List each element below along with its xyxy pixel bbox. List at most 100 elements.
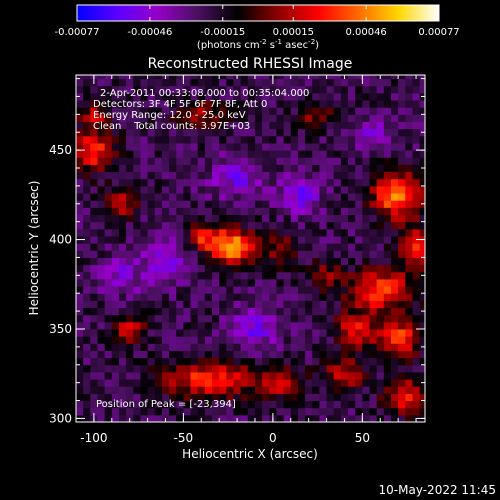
heatmap-cell: [161, 379, 170, 387]
heatmap-cell: [147, 135, 156, 144]
heatmap-cell: [183, 371, 192, 380]
heatmap-cell: [226, 300, 234, 309]
heatmap-cell: [76, 300, 84, 309]
heatmap-cell: [204, 214, 213, 223]
heatmap-cell: [126, 85, 134, 94]
heatmap-cell: [104, 200, 113, 208]
heatmap-cell: [405, 235, 413, 244]
heatmap-cell: [97, 178, 106, 187]
heatmap-cell: [90, 271, 98, 280]
heatmap-cell: [369, 150, 378, 158]
heatmap-cell: [140, 350, 149, 359]
heatmap-cell: [326, 400, 335, 409]
heatmap-cell: [405, 357, 413, 366]
heatmap-cell: [197, 114, 206, 123]
heatmap-cell: [197, 243, 206, 251]
heatmap-cell: [390, 250, 399, 258]
heatmap-cell: [76, 221, 84, 230]
heatmap-cell: [333, 200, 342, 208]
heatmap-cell: [276, 185, 285, 194]
heatmap-cell: [276, 85, 285, 94]
heatmap-cell: [362, 235, 371, 244]
heatmap-cell: [333, 407, 342, 416]
heatmap-cell: [262, 85, 270, 94]
heatmap-cell: [76, 243, 84, 251]
heatmap-cell: [233, 257, 242, 266]
heatmap-cell: [83, 336, 91, 344]
heatmap-cell: [240, 171, 249, 180]
heatmap-cell: [297, 307, 306, 316]
heatmap-cell: [319, 379, 328, 387]
heatmap-cell: [133, 178, 141, 187]
heatmap-cell: [326, 164, 335, 173]
heatmap-cell: [76, 178, 84, 187]
heatmap-cell: [312, 321, 320, 330]
heatmap-cell: [161, 107, 170, 115]
heatmap-cell: [254, 257, 263, 266]
heatmap-cell: [290, 293, 299, 301]
heatmap-cell: [226, 164, 234, 173]
heatmap-cell: [405, 164, 413, 173]
heatmap-cell: [312, 228, 320, 237]
heatmap-cell: [204, 371, 213, 380]
heatmap-cell: [133, 243, 141, 251]
heatmap-cell: [133, 400, 141, 409]
heatmap-cell: [333, 307, 342, 316]
heatmap-cell: [362, 100, 371, 108]
heatmap-cell: [276, 164, 285, 173]
heatmap-cell: [419, 135, 425, 144]
heatmap-cell: [398, 100, 406, 108]
heatmap-cell: [183, 364, 192, 373]
heatmap-cell: [212, 379, 220, 387]
heatmap-cell: [169, 314, 177, 323]
heatmap-cell: [233, 164, 242, 173]
heatmap-cell: [204, 207, 213, 216]
heatmap-cell: [412, 257, 421, 266]
heatmap-cell: [276, 286, 285, 294]
heatmap-cell: [240, 407, 249, 416]
heatmap-cell: [176, 150, 184, 158]
heatmap-cell: [169, 271, 177, 280]
heatmap-cell: [219, 100, 227, 108]
heatmap-cell: [233, 243, 242, 251]
heatmap-cell: [111, 100, 120, 108]
heatmap-cell: [104, 243, 113, 251]
heatmap-cell: [247, 207, 256, 216]
heatmap-cell: [283, 114, 292, 123]
heatmap-cell: [76, 150, 84, 158]
heatmap-cell: [147, 314, 156, 323]
heatmap-cell: [254, 379, 263, 387]
heatmap-cell: [262, 350, 270, 359]
heatmap-cell: [369, 286, 378, 294]
heatmap-cell: [183, 257, 192, 266]
heatmap-cell: [219, 235, 227, 244]
heatmap-cell: [297, 193, 306, 201]
heatmap-cell: [355, 379, 363, 387]
heatmap-cell: [147, 107, 156, 115]
heatmap-cell: [154, 121, 163, 130]
heatmap-cell: [104, 364, 113, 373]
heatmap-cell: [269, 350, 277, 359]
heatmap-cell: [154, 85, 163, 94]
heatmap-cell: [240, 75, 249, 80]
heatmap-cell: [283, 200, 292, 208]
heatmap-cell: [226, 221, 234, 230]
heatmap-cell: [398, 321, 406, 330]
heatmap-cell: [233, 357, 242, 366]
heatmap-cell: [183, 128, 192, 137]
heatmap-cell: [276, 171, 285, 180]
heatmap-cell: [390, 328, 399, 337]
heatmap-cell: [376, 343, 385, 351]
heatmap-cell: [104, 400, 113, 409]
heatmap-cell: [97, 286, 106, 294]
heatmap-cell: [161, 221, 170, 230]
heatmap-cell: [369, 257, 378, 266]
heatmap-cell: [219, 321, 227, 330]
heatmap-cell: [133, 92, 141, 101]
heatmap-cell: [312, 357, 320, 366]
heatmap-cell: [305, 142, 313, 151]
heatmap-cell: [355, 243, 363, 251]
heatmap-cell: [161, 300, 170, 309]
heatmap-cell: [283, 250, 292, 258]
heatmap-cell: [118, 414, 127, 422]
